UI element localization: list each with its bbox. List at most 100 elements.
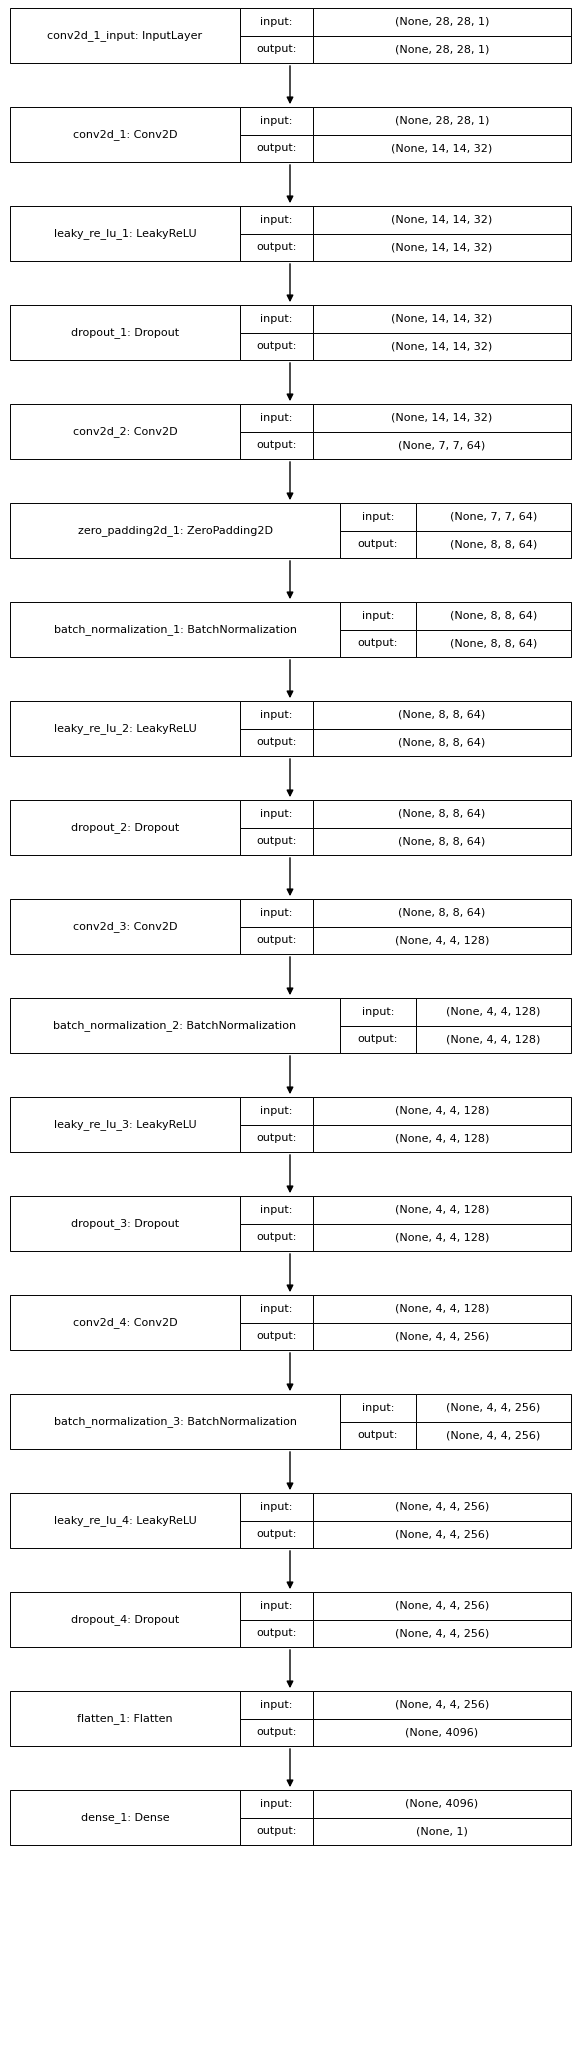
Text: conv2d_1: Conv2D: conv2d_1: Conv2D <box>73 128 177 140</box>
Bar <box>240 1592 313 1619</box>
Text: (None, 8, 8, 64): (None, 8, 8, 64) <box>450 539 537 549</box>
Text: (None, 8, 8, 64): (None, 8, 8, 64) <box>450 638 537 648</box>
Text: input:: input: <box>260 215 293 225</box>
Text: input:: input: <box>260 1699 293 1710</box>
Bar <box>240 206 313 233</box>
Text: dropout_4: Dropout: dropout_4: Dropout <box>71 1615 179 1625</box>
Text: batch_normalization_1: BatchNormalization: batch_normalization_1: BatchNormalizatio… <box>53 624 296 634</box>
Bar <box>340 1421 416 1450</box>
Text: input:: input: <box>260 1799 293 1809</box>
Text: output:: output: <box>256 836 297 847</box>
Text: (None, 4, 4, 256): (None, 4, 4, 256) <box>395 1530 489 1538</box>
Text: (None, 8, 8, 64): (None, 8, 8, 64) <box>399 737 486 748</box>
Bar <box>10 997 340 1053</box>
Bar <box>240 700 313 729</box>
Bar <box>416 603 571 630</box>
Bar <box>313 828 571 855</box>
Text: (None, 4, 4, 256): (None, 4, 4, 256) <box>395 1627 489 1638</box>
Bar <box>240 898 313 927</box>
Text: dropout_2: Dropout: dropout_2: Dropout <box>71 822 179 832</box>
Text: conv2d_2: Conv2D: conv2d_2: Conv2D <box>73 425 177 438</box>
Text: leaky_re_lu_3: LeakyReLU: leaky_re_lu_3: LeakyReLU <box>53 1119 196 1130</box>
Bar <box>313 1592 571 1619</box>
Bar <box>240 1619 313 1648</box>
Bar <box>313 1790 571 1817</box>
Text: (None, 4096): (None, 4096) <box>406 1726 479 1737</box>
Bar <box>240 1125 313 1152</box>
Text: leaky_re_lu_1: LeakyReLU: leaky_re_lu_1: LeakyReLU <box>53 227 196 240</box>
Bar <box>10 799 240 855</box>
Bar <box>10 206 240 260</box>
Text: (None, 14, 14, 32): (None, 14, 14, 32) <box>392 413 493 423</box>
Text: dense_1: Dense: dense_1: Dense <box>81 1813 169 1823</box>
Bar <box>313 332 571 359</box>
Bar <box>240 1097 313 1125</box>
Bar <box>240 1691 313 1718</box>
Bar <box>10 1790 240 1844</box>
Bar <box>313 1619 571 1648</box>
Text: conv2d_4: Conv2D: conv2d_4: Conv2D <box>73 1317 177 1328</box>
Text: output:: output: <box>358 1035 398 1045</box>
Text: (None, 4, 4, 128): (None, 4, 4, 128) <box>446 1035 541 1045</box>
Text: (None, 28, 28, 1): (None, 28, 28, 1) <box>395 17 489 27</box>
Text: (None, 8, 8, 64): (None, 8, 8, 64) <box>399 710 486 721</box>
Bar <box>340 603 416 630</box>
Text: (None, 8, 8, 64): (None, 8, 8, 64) <box>399 836 486 847</box>
Bar <box>240 1196 313 1222</box>
Text: (None, 4, 4, 256): (None, 4, 4, 256) <box>446 1402 541 1412</box>
Bar <box>313 1222 571 1251</box>
Bar <box>313 306 571 332</box>
Text: input:: input: <box>260 1600 293 1611</box>
Bar <box>10 700 240 756</box>
Text: leaky_re_lu_2: LeakyReLU: leaky_re_lu_2: LeakyReLU <box>53 723 196 733</box>
Bar <box>340 1394 416 1421</box>
Bar <box>416 1421 571 1450</box>
Bar <box>240 1295 313 1322</box>
Text: zero_padding2d_1: ZeroPadding2D: zero_padding2d_1: ZeroPadding2D <box>77 525 272 537</box>
Text: dropout_3: Dropout: dropout_3: Dropout <box>71 1218 179 1229</box>
Text: (None, 4, 4, 256): (None, 4, 4, 256) <box>395 1501 489 1512</box>
Text: (None, 7, 7, 64): (None, 7, 7, 64) <box>450 512 537 522</box>
Bar <box>240 233 313 260</box>
Bar <box>313 405 571 432</box>
Text: (None, 28, 28, 1): (None, 28, 28, 1) <box>395 43 489 54</box>
Text: batch_normalization_2: BatchNormalization: batch_normalization_2: BatchNormalizatio… <box>53 1020 296 1030</box>
Text: output:: output: <box>256 142 297 153</box>
Bar <box>240 1493 313 1520</box>
Text: input:: input: <box>260 413 293 423</box>
Text: (None, 14, 14, 32): (None, 14, 14, 32) <box>392 341 493 351</box>
Text: output:: output: <box>256 43 297 54</box>
Bar <box>313 1295 571 1322</box>
Text: batch_normalization_3: BatchNormalization: batch_normalization_3: BatchNormalizatio… <box>53 1417 296 1427</box>
Bar <box>313 898 571 927</box>
Bar <box>313 107 571 134</box>
Text: (None, 4, 4, 128): (None, 4, 4, 128) <box>395 1233 489 1243</box>
Text: (None, 14, 14, 32): (None, 14, 14, 32) <box>392 242 493 252</box>
Text: (None, 14, 14, 32): (None, 14, 14, 32) <box>392 215 493 225</box>
Text: (None, 14, 14, 32): (None, 14, 14, 32) <box>392 314 493 324</box>
Text: output:: output: <box>256 1825 297 1836</box>
Bar <box>416 1026 571 1053</box>
Text: (None, 7, 7, 64): (None, 7, 7, 64) <box>399 440 486 450</box>
Bar <box>340 997 416 1026</box>
Text: input:: input: <box>362 611 394 622</box>
Bar <box>10 1592 240 1648</box>
Bar <box>10 1394 340 1450</box>
Bar <box>340 531 416 558</box>
Bar <box>313 927 571 954</box>
Bar <box>240 1817 313 1844</box>
Text: output:: output: <box>358 539 398 549</box>
Bar <box>313 134 571 161</box>
Bar <box>313 1691 571 1718</box>
Text: conv2d_3: Conv2D: conv2d_3: Conv2D <box>73 921 177 931</box>
Bar <box>240 332 313 359</box>
Text: (None, 4, 4, 128): (None, 4, 4, 128) <box>395 1105 489 1115</box>
Text: conv2d_1_input: InputLayer: conv2d_1_input: InputLayer <box>48 31 203 41</box>
Text: (None, 4, 4, 128): (None, 4, 4, 128) <box>395 1134 489 1144</box>
Text: input:: input: <box>260 1204 293 1214</box>
Bar <box>240 1718 313 1747</box>
Text: (None, 4, 4, 256): (None, 4, 4, 256) <box>395 1332 489 1342</box>
Text: output:: output: <box>256 737 297 748</box>
Bar <box>313 1097 571 1125</box>
Text: output:: output: <box>256 1726 297 1737</box>
